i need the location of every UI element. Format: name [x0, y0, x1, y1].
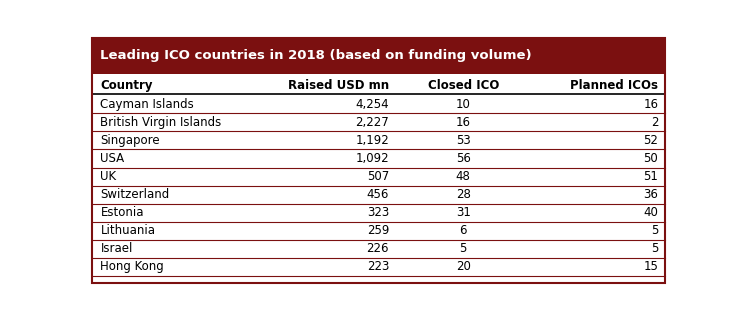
- Text: Country: Country: [101, 79, 153, 92]
- Text: 15: 15: [644, 260, 658, 273]
- Text: Leading ICO countries in 2018 (based on funding volume): Leading ICO countries in 2018 (based on …: [101, 49, 532, 62]
- Text: 52: 52: [644, 134, 658, 147]
- Text: 2: 2: [651, 116, 658, 129]
- FancyBboxPatch shape: [92, 38, 665, 74]
- Text: Planned ICOs: Planned ICOs: [571, 79, 658, 92]
- Text: 223: 223: [367, 260, 389, 273]
- Text: 507: 507: [367, 170, 389, 183]
- Text: 1,092: 1,092: [355, 152, 389, 165]
- Text: 5: 5: [651, 242, 658, 255]
- Text: 259: 259: [367, 224, 389, 237]
- Text: 51: 51: [644, 170, 658, 183]
- Text: 5: 5: [651, 224, 658, 237]
- Text: 456: 456: [367, 188, 389, 201]
- Text: 56: 56: [456, 152, 471, 165]
- Text: 31: 31: [456, 206, 471, 219]
- Text: Raised USD mn: Raised USD mn: [288, 79, 389, 92]
- Text: 36: 36: [644, 188, 658, 201]
- Text: 226: 226: [367, 242, 389, 255]
- Text: 2,227: 2,227: [355, 116, 389, 129]
- Text: UK: UK: [101, 170, 117, 183]
- Text: 48: 48: [456, 170, 471, 183]
- Text: 6: 6: [460, 224, 467, 237]
- Text: Switzerland: Switzerland: [101, 188, 170, 201]
- Text: 16: 16: [643, 98, 658, 111]
- Text: Cayman Islands: Cayman Islands: [101, 98, 194, 111]
- Text: USA: USA: [101, 152, 124, 165]
- Text: Lithuania: Lithuania: [101, 224, 155, 237]
- Text: 28: 28: [456, 188, 471, 201]
- Text: British Virgin Islands: British Virgin Islands: [101, 116, 222, 129]
- Text: Hong Kong: Hong Kong: [101, 260, 164, 273]
- Text: 10: 10: [456, 98, 471, 111]
- Text: 5: 5: [460, 242, 467, 255]
- Text: 40: 40: [644, 206, 658, 219]
- Text: 53: 53: [456, 134, 471, 147]
- Text: Closed ICO: Closed ICO: [428, 79, 499, 92]
- Text: Israel: Israel: [101, 242, 133, 255]
- Text: 20: 20: [456, 260, 471, 273]
- Text: 4,254: 4,254: [355, 98, 389, 111]
- Text: 1,192: 1,192: [355, 134, 389, 147]
- Text: Estonia: Estonia: [101, 206, 144, 219]
- Text: 50: 50: [644, 152, 658, 165]
- Text: 323: 323: [367, 206, 389, 219]
- Text: 16: 16: [456, 116, 471, 129]
- Text: Singapore: Singapore: [101, 134, 160, 147]
